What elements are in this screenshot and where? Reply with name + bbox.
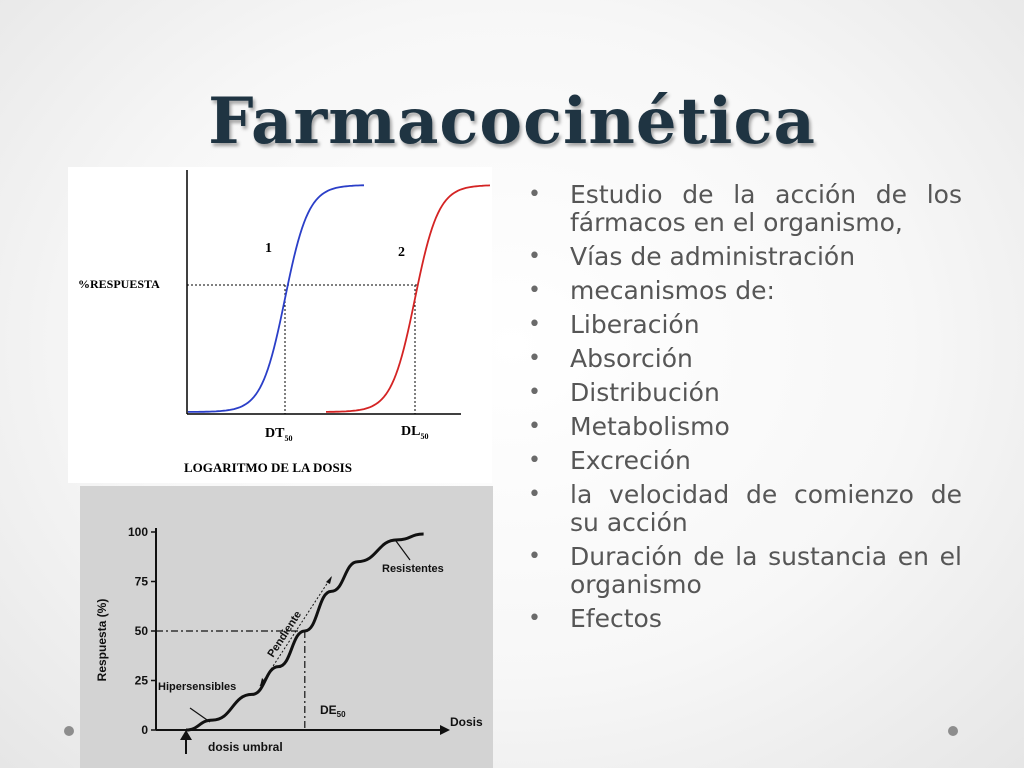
dosis-umbral-arrowhead	[180, 730, 192, 740]
list-item: mecanismos de:	[528, 277, 962, 306]
list-item: Vías de administración	[528, 243, 962, 272]
resistentes-label: Resistentes	[382, 563, 444, 575]
hipersensibles-label: Hipersensibles	[158, 681, 236, 693]
pendiente-arrow-head	[326, 576, 332, 584]
curve-2-label: 2	[398, 245, 405, 260]
bullet-list: Estudio de la acción de los fármacos en …	[528, 181, 962, 639]
y-tick-label: 0	[141, 723, 148, 737]
list-item: la velocidad de comienzo de su acción	[528, 481, 962, 537]
list-item: Excreción	[528, 447, 962, 476]
x-axis-label: Dosis	[450, 715, 483, 729]
dt50-label: DT50	[265, 426, 292, 443]
list-item: Absorción	[528, 345, 962, 374]
log-dose-response-chart: %RESPUESTA LOGARITMO DE LA DOSIS 1 2 DT5…	[68, 167, 492, 483]
list-item: Distribución	[528, 379, 962, 408]
dosis-umbral-label: dosis umbral	[208, 740, 283, 754]
list-item: Estudio de la acción de los fármacos en …	[528, 181, 962, 237]
curve-2	[326, 184, 491, 413]
y-axis-label: Respuesta (%)	[95, 599, 109, 682]
y-axis-label: %RESPUESTA	[78, 277, 160, 291]
right-decor-dot	[948, 726, 958, 736]
response-curve	[185, 532, 424, 732]
dose-response-svg: 0 25 50 75 100 Respuesta (%) Dosis Hipersens…	[95, 525, 483, 754]
list-item: Metabolismo	[528, 413, 962, 442]
slide-title: Farmacocinética	[208, 84, 816, 159]
y-tick-label: 100	[128, 525, 148, 539]
y-tick-label: 50	[135, 624, 149, 638]
left-decor-dot	[64, 726, 74, 736]
log-dose-response-svg: %RESPUESTA LOGARITMO DE LA DOSIS 1 2 DT5…	[78, 170, 491, 475]
list-item: Liberación	[528, 311, 962, 340]
dose-response-chart: 0 25 50 75 100 Respuesta (%) Dosis Hipersens…	[80, 486, 493, 768]
x-axis-arrowhead	[440, 725, 450, 735]
y-tick-label: 25	[135, 674, 149, 688]
y-tick-label: 75	[135, 575, 149, 589]
dl50-label: DL50	[401, 424, 428, 441]
resistentes-pointer	[395, 540, 411, 561]
x-axis-label: LOGARITMO DE LA DOSIS	[184, 460, 352, 475]
list-item: Efectos	[528, 605, 962, 634]
curve-1-label: 1	[265, 241, 272, 256]
list-item: Duración de la sustancia en el organismo	[528, 543, 962, 599]
curve-1	[188, 184, 364, 413]
de50-label: DE50	[320, 703, 346, 719]
